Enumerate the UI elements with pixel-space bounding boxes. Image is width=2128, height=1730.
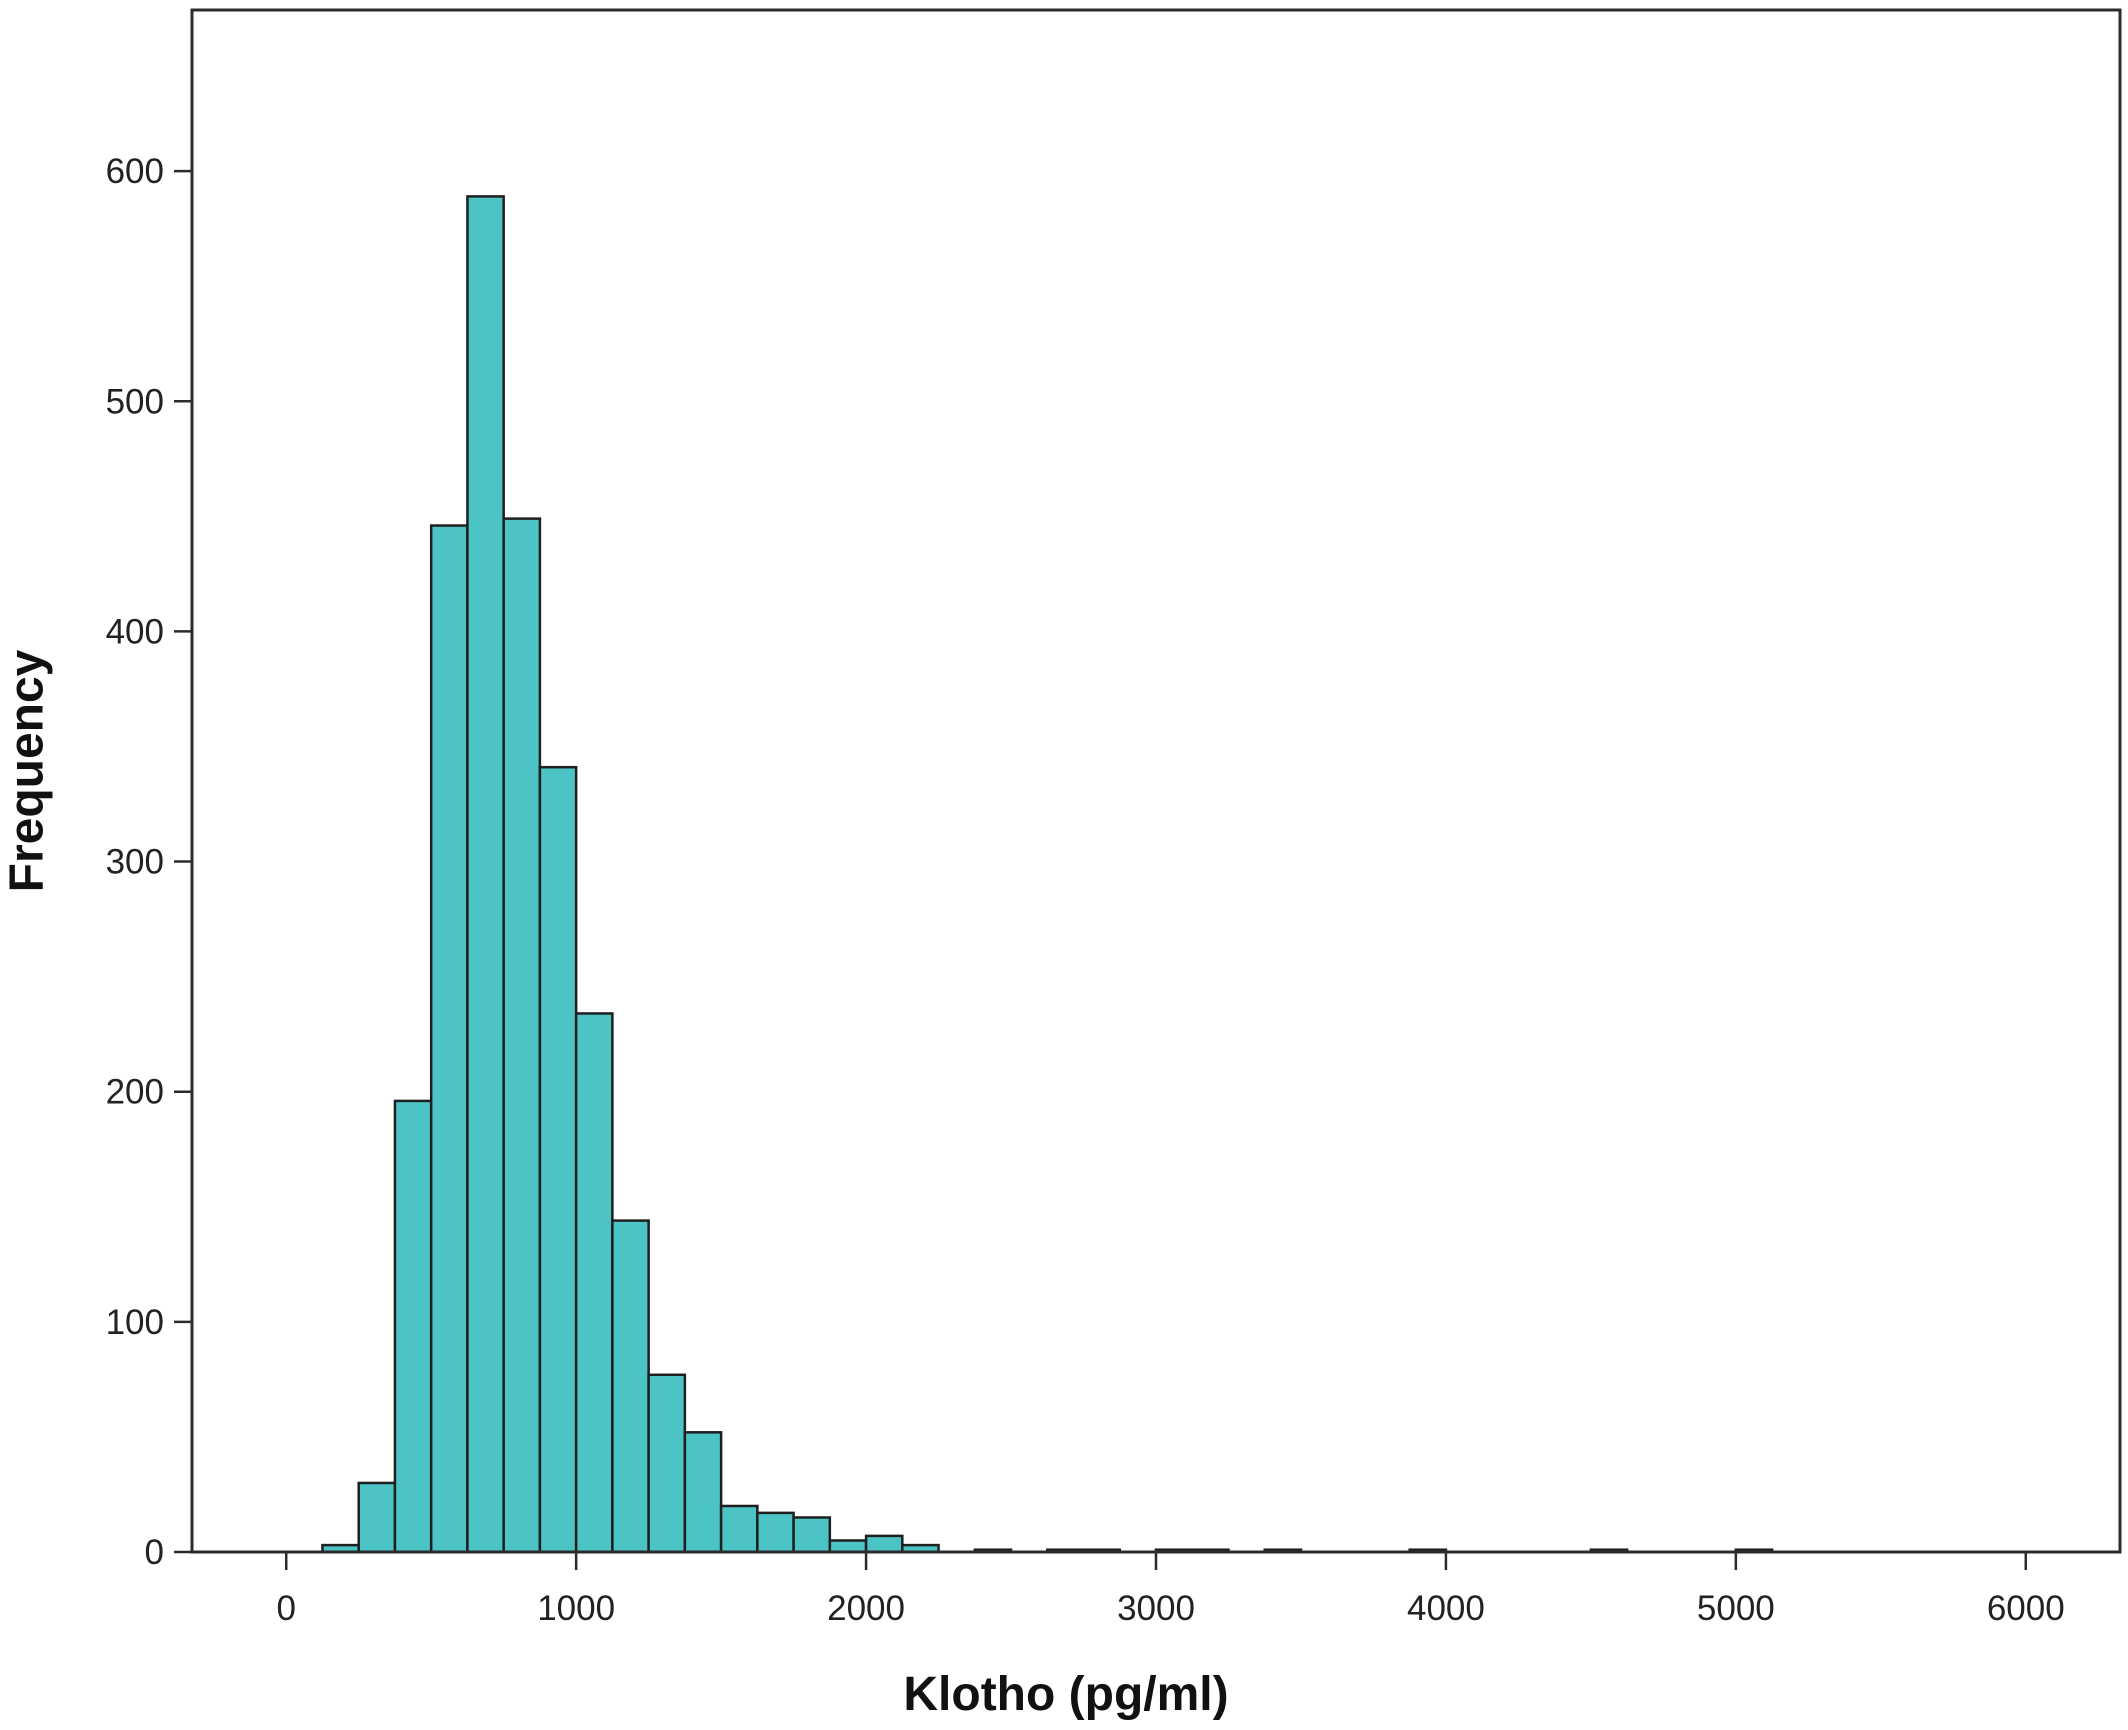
histogram-bar-2 (393, 1099, 433, 1554)
x-tick-label-2: 2000 (827, 1589, 905, 1628)
y-tick-label-5: 500 (106, 382, 164, 421)
x-axis-title: Klotho (pg/ml) (903, 1668, 1228, 1721)
y-axis-ticks: 0 100 200 300 400 500 600 (106, 152, 192, 1572)
x-tick-label-1: 1000 (537, 1589, 615, 1628)
y-tick-label-1: 100 (106, 1303, 164, 1342)
histogram-bar-5 (502, 517, 542, 1554)
y-tick-label-4: 400 (106, 612, 164, 651)
x-tick-label-6: 6000 (1987, 1589, 2065, 1628)
x-tick-label-4: 4000 (1407, 1589, 1485, 1628)
histogram-bar-15 (864, 1534, 904, 1554)
histogram-bar-13 (792, 1516, 832, 1554)
histogram-bar-11 (719, 1504, 759, 1554)
histogram-bar-4 (466, 195, 505, 1554)
x-axis-ticks: 0 1000 2000 3000 4000 5000 6000 (276, 1552, 2065, 1628)
histogram-bar-8 (611, 1219, 650, 1554)
histogram-bars (321, 195, 1774, 1554)
x-tick-label-0: 0 (276, 1589, 295, 1628)
histogram-bar-12 (756, 1511, 795, 1554)
histogram-bar-14 (828, 1539, 868, 1554)
histogram-bar-3 (429, 524, 469, 1554)
y-tick-label-6: 600 (106, 152, 164, 191)
y-tick-label-2: 200 (106, 1073, 164, 1112)
histogram-bar-10 (683, 1431, 723, 1554)
histogram-bar-9 (647, 1373, 687, 1554)
histogram-bar-6 (538, 765, 578, 1554)
y-tick-label-3: 300 (106, 843, 164, 882)
histogram-bar-1 (357, 1481, 397, 1554)
y-axis-title: Frequency (1, 649, 54, 892)
x-tick-label-5: 5000 (1697, 1589, 1775, 1628)
y-tick-label-0: 0 (145, 1533, 164, 1572)
histogram-bar-7 (574, 1012, 614, 1554)
x-tick-label-3: 3000 (1117, 1589, 1195, 1628)
